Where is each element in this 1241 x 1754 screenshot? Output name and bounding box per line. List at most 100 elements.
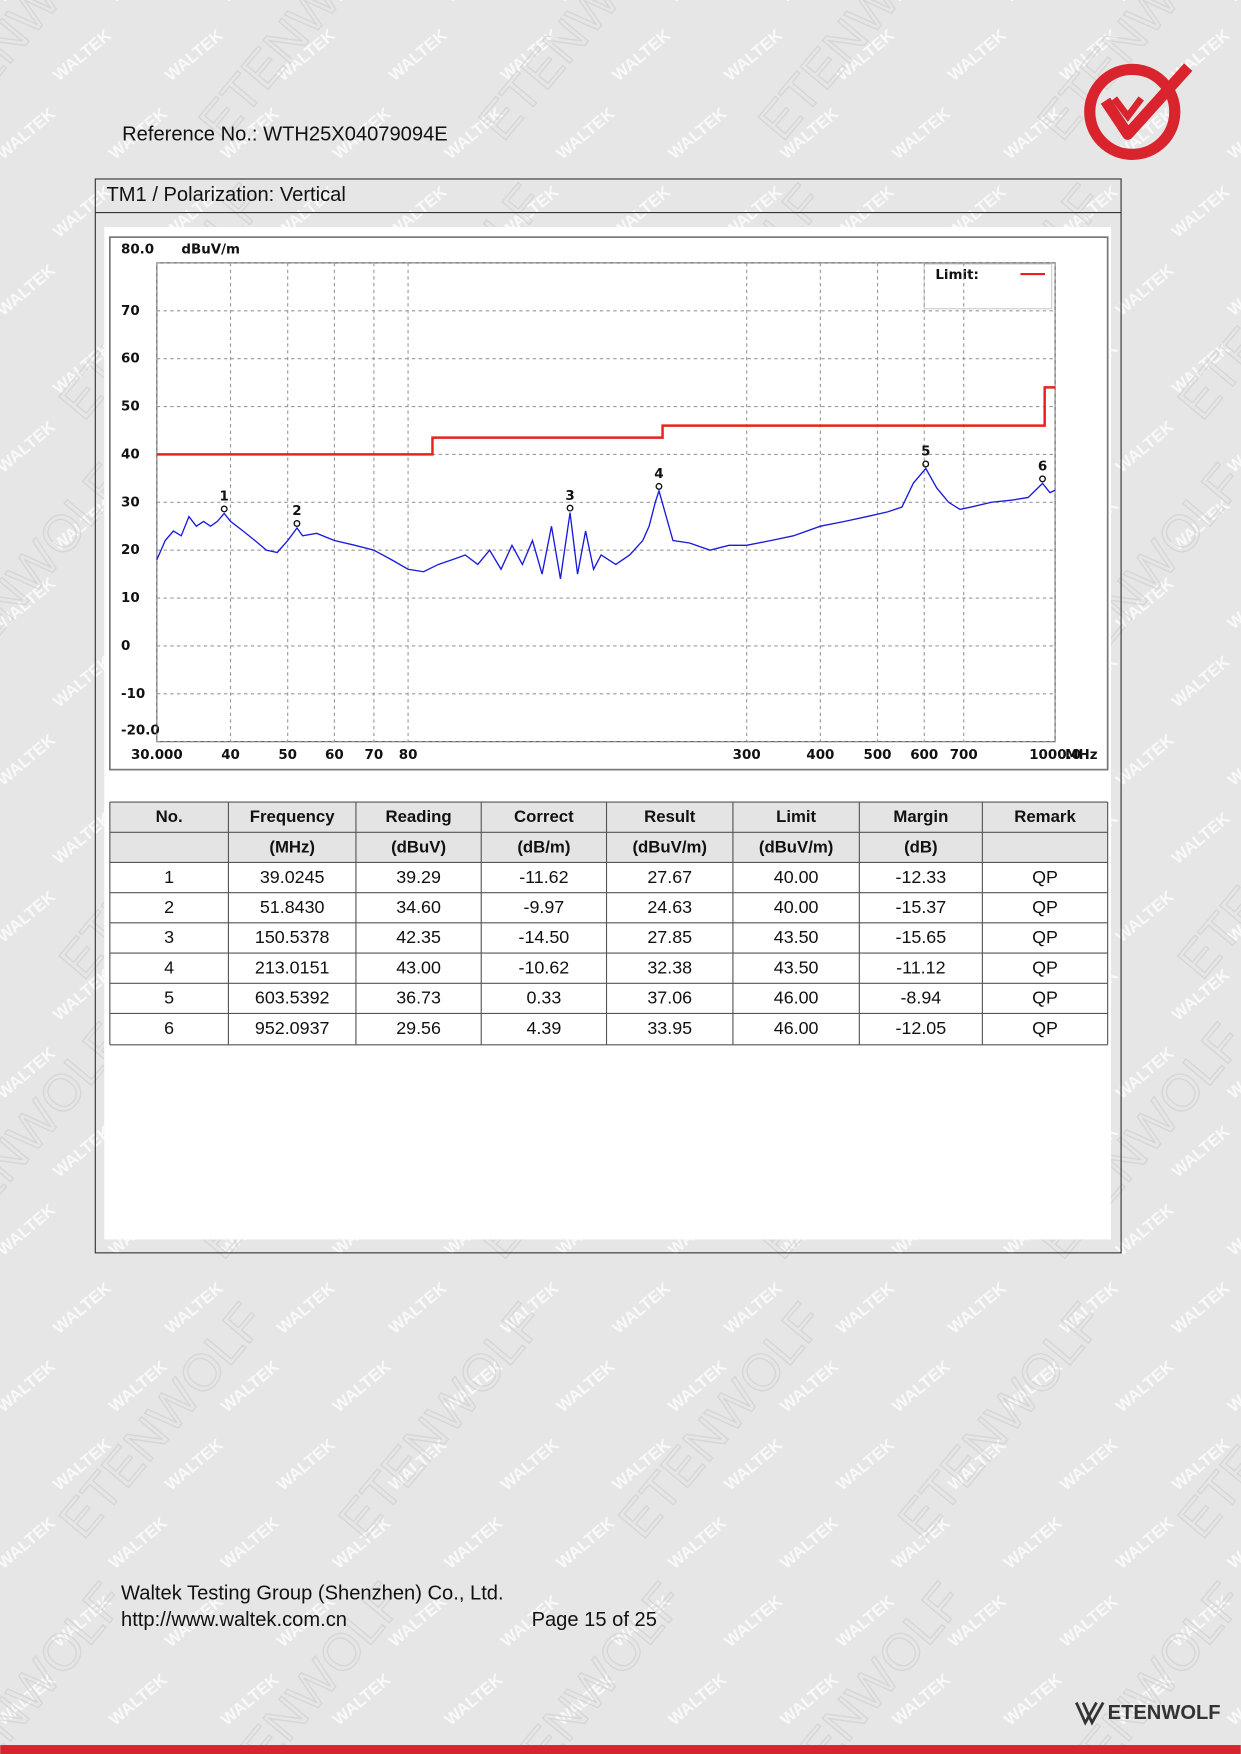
table-cell: 4 — [164, 957, 174, 977]
column-header: Margin — [893, 807, 948, 826]
brand-icon — [1075, 1701, 1105, 1726]
table-cell: -14.50 — [519, 927, 570, 947]
table-cell: 39.29 — [396, 867, 441, 887]
y-unit: dBuV/m — [181, 242, 240, 257]
column-header: Remark — [1014, 807, 1076, 826]
table-cell: QP — [1032, 988, 1058, 1008]
table-cell: 24.63 — [647, 897, 692, 917]
table-cell: 603.5392 — [255, 988, 330, 1008]
brand-name: ETENWOLF — [1108, 1702, 1221, 1724]
table-cell: 5 — [164, 988, 174, 1008]
table-cell: -15.37 — [896, 897, 947, 917]
table-cell: 27.67 — [647, 867, 692, 887]
table-cell: 46.00 — [774, 988, 819, 1008]
marker-label: 2 — [292, 504, 301, 519]
table-cell: QP — [1032, 1018, 1058, 1038]
table-cell: 27.85 — [647, 927, 692, 947]
table-cell: 51.8430 — [260, 897, 325, 917]
table-cell: 36.73 — [396, 988, 441, 1008]
marker-label: 1 — [220, 490, 229, 505]
table-cell: 42.35 — [396, 927, 441, 947]
table-cell: 6 — [164, 1018, 174, 1038]
x-tick-label: 70 — [365, 748, 384, 763]
table-cell: 43.50 — [774, 927, 819, 947]
result-table: No. Frequency (MHz) Reading (dBuV) Correct (dB… — [109, 801, 1109, 1046]
x-tick-label: 500 — [864, 748, 892, 763]
column-unit: (dBuV) — [391, 837, 446, 856]
section-title: TM1 / Polarization: Vertical — [106, 184, 345, 206]
legend-label: Limit: — [935, 268, 978, 283]
column-header: Result — [644, 807, 696, 826]
table-cell: 37.06 — [647, 988, 692, 1008]
marker — [566, 504, 574, 512]
table-cell: 3 — [164, 927, 174, 947]
table-cell: -8.94 — [900, 988, 941, 1008]
series-line — [156, 386, 1056, 456]
column-header: No. — [156, 807, 183, 826]
marker-label: 6 — [1038, 460, 1047, 475]
table-cell: 2 — [164, 897, 174, 917]
table-cell: 39.0245 — [260, 867, 325, 887]
column-unit: (dBuV/m) — [759, 837, 834, 856]
table-cell: 40.00 — [774, 867, 819, 887]
table-cell: QP — [1032, 927, 1058, 947]
table-cell: 952.0937 — [255, 1018, 330, 1038]
table-cell: 43.50 — [774, 957, 819, 977]
table-cell: 32.38 — [647, 957, 692, 977]
column-header: Correct — [514, 807, 574, 826]
table-cell: -12.05 — [896, 1018, 947, 1038]
x-tick-label: 40 — [221, 748, 240, 763]
table-cell: 4.39 — [526, 1018, 561, 1038]
table-cell: 213.0151 — [255, 957, 330, 977]
column-unit: (dBuV/m) — [632, 837, 707, 856]
x-unit: MHz — [1065, 748, 1098, 763]
footer-company: Waltek Testing Group (Shenzhen) Co., Ltd… — [121, 1582, 504, 1604]
y-tick-label: 40 — [121, 447, 140, 462]
table-cell: 29.56 — [396, 1018, 441, 1038]
table-cell: -11.12 — [896, 957, 945, 977]
x-tick-label: 60 — [325, 748, 344, 763]
marker — [220, 505, 228, 513]
x-tick-label: 700 — [950, 748, 978, 763]
marker-label: 3 — [565, 489, 574, 504]
table-cell: -10.62 — [519, 957, 570, 977]
watermark-text: WALTEK — [1224, 0, 1241, 6]
chart: 80.0 70 60 50 40 30 20 10 0 -10 -20.0 30.000 40 50 60 7… — [121, 242, 1081, 763]
column-unit: (dB/m) — [517, 837, 570, 856]
y-tick-label: 70 — [121, 304, 140, 319]
y-tick-label: 20 — [121, 543, 140, 558]
x-tick-label: 1000.0 — [1029, 748, 1081, 763]
marker — [922, 460, 930, 468]
table-cell: QP — [1032, 867, 1058, 887]
column-unit: (MHz) — [269, 837, 315, 856]
table-cell: 40.00 — [774, 897, 819, 917]
column-unit: (dB) — [904, 837, 938, 856]
footer-bar — [0, 1745, 1241, 1754]
table-cell: 34.60 — [396, 897, 441, 917]
table-cell: 150.5378 — [255, 927, 330, 947]
legend: Limit: — [923, 263, 1053, 310]
table-cell: -15.65 — [896, 927, 947, 947]
table-cell: 33.95 — [647, 1018, 692, 1038]
table-cell: 0.33 — [526, 988, 561, 1008]
x-tick-label: 30.000 — [131, 748, 183, 763]
footer-page: Page 15 of 25 — [532, 1609, 657, 1631]
x-tick-label: 50 — [278, 748, 297, 763]
table-cell: 1 — [164, 867, 174, 887]
table-cell: 46.00 — [774, 1018, 819, 1038]
table-cell: 43.00 — [396, 957, 441, 977]
y-tick-label: -10 — [121, 687, 145, 702]
table-cell: QP — [1032, 957, 1058, 977]
column-header: Limit — [776, 807, 816, 826]
y-tick-label: 60 — [121, 352, 140, 367]
section-frame — [94, 178, 1122, 1254]
logo — [1084, 63, 1193, 160]
table-cell: -9.97 — [523, 897, 564, 917]
series-line — [156, 467, 1056, 579]
marker-label: 5 — [921, 445, 930, 460]
column-header: Reading — [386, 807, 452, 826]
x-tick-label: 400 — [806, 748, 834, 763]
marker — [655, 482, 663, 490]
